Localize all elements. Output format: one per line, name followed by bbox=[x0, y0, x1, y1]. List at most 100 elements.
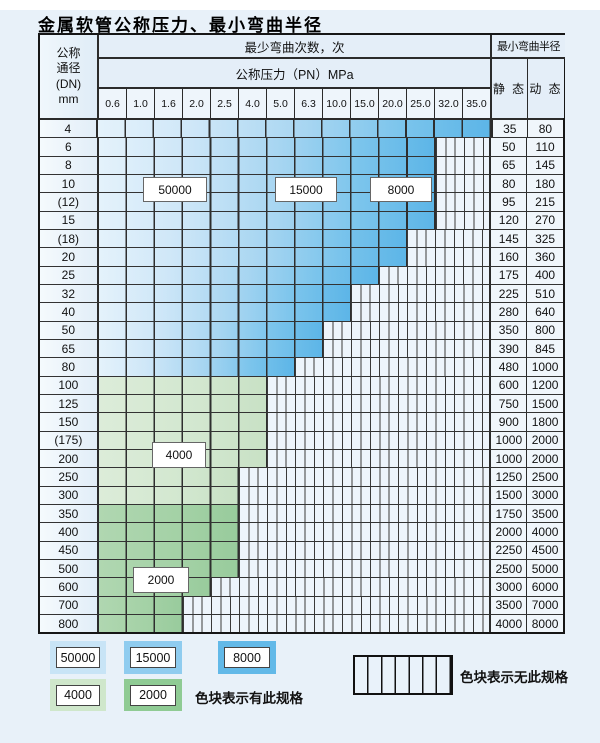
pressure-col-header: 10.0 bbox=[323, 89, 351, 118]
spec-colored-span bbox=[98, 596, 183, 614]
static-value: 280 bbox=[489, 303, 527, 321]
dn-cell: 400 bbox=[40, 523, 99, 541]
dn-cell: 350 bbox=[40, 504, 99, 523]
static-value: 1500 bbox=[489, 486, 527, 504]
dynamic-value: 360 bbox=[526, 248, 563, 266]
spec-colored-span bbox=[98, 156, 436, 174]
dynamic-value: 2000 bbox=[526, 431, 563, 449]
static-value: 50 bbox=[489, 138, 527, 156]
spec-table: 公称 通径 (DN) mm 最少弯曲次数，次 最小弯曲半径 公称压力（PN）MP… bbox=[38, 33, 565, 634]
table-row: 15 120 270 bbox=[40, 211, 563, 230]
static-value: 80 bbox=[489, 174, 527, 193]
spec-colored-span bbox=[98, 339, 324, 358]
legend-swatch-8000: 8000 bbox=[218, 641, 276, 674]
dynamic-value: 640 bbox=[526, 303, 563, 321]
spec-colored-span bbox=[98, 211, 436, 229]
no-spec-stripes bbox=[239, 523, 490, 541]
legend-swatch-2000: 2000 bbox=[124, 679, 182, 711]
static-value: 390 bbox=[489, 339, 527, 358]
dynamic-value: 1200 bbox=[526, 376, 563, 394]
dynamic-value: 3000 bbox=[526, 486, 563, 504]
no-spec-stripes bbox=[351, 303, 490, 321]
table-row: 125 750 1500 bbox=[40, 394, 563, 414]
spec-colored-span bbox=[98, 248, 408, 266]
spec-colored-span bbox=[98, 541, 240, 559]
dynamic-value: 80 bbox=[526, 120, 563, 138]
dynamic-value: 4000 bbox=[526, 523, 563, 541]
spec-colored-span bbox=[98, 266, 380, 284]
bend-span bbox=[98, 156, 490, 174]
static-value: 4000 bbox=[489, 614, 527, 633]
bend-count-label-50000: 50000 bbox=[143, 177, 207, 202]
dynamic-value: 110 bbox=[526, 138, 563, 156]
no-spec-stripes bbox=[323, 321, 490, 339]
bend-span bbox=[98, 431, 490, 449]
bend-count-label-2000: 2000 bbox=[133, 567, 189, 593]
dn-cell: 100 bbox=[40, 376, 99, 394]
bend-span bbox=[98, 486, 490, 504]
table-row: 25 175 400 bbox=[40, 266, 563, 285]
no-spec-stripes bbox=[379, 266, 490, 284]
static-value: 145 bbox=[489, 229, 527, 248]
dynamic-value: 1000 bbox=[526, 358, 563, 376]
no-spec-stripes bbox=[435, 193, 490, 211]
spec-colored-span bbox=[98, 321, 324, 339]
spec-colored-span bbox=[98, 413, 268, 431]
dn-cell: 40 bbox=[40, 303, 99, 321]
dynamic-column-header: 动 态 bbox=[527, 59, 564, 118]
dynamic-value: 2000 bbox=[526, 449, 563, 468]
dn-cell: 200 bbox=[40, 449, 99, 468]
static-value: 2500 bbox=[489, 559, 527, 578]
legend-swatch-label: 4000 bbox=[56, 684, 100, 706]
pressure-column-headers: 0.6 1.0 1.6 2.0 2.5 4.0 5.0 6.3 10.0 15.0 20.0 25.0… bbox=[99, 89, 490, 118]
dn-header-line: 通径 bbox=[56, 61, 81, 75]
static-value: 480 bbox=[489, 358, 527, 376]
table-row: 40 280 640 bbox=[40, 303, 563, 322]
bend-span bbox=[98, 358, 490, 376]
no-spec-stripes bbox=[435, 156, 490, 174]
table-row: 700 3500 7000 bbox=[40, 596, 563, 615]
dynamic-value: 215 bbox=[526, 193, 563, 211]
spec-colored-span bbox=[98, 431, 268, 449]
spec-colored-span bbox=[98, 229, 408, 248]
dn-cell: 500 bbox=[40, 559, 99, 578]
dynamic-value: 5000 bbox=[526, 559, 563, 578]
static-value: 120 bbox=[489, 211, 527, 229]
dynamic-value: 8000 bbox=[526, 614, 563, 633]
spec-colored-span bbox=[98, 358, 296, 376]
spec-colored-span bbox=[98, 394, 268, 413]
table-row: 4 35 80 bbox=[40, 120, 563, 139]
dynamic-value: 7000 bbox=[526, 596, 563, 614]
bend-span bbox=[97, 120, 491, 138]
static-value: 65 bbox=[489, 156, 527, 174]
no-spec-stripes bbox=[182, 596, 490, 614]
dn-cell: 600 bbox=[40, 578, 99, 596]
bend-span bbox=[98, 468, 490, 486]
table-row: 32 225 510 bbox=[40, 284, 563, 304]
pressure-col-header: 15.0 bbox=[351, 89, 379, 118]
spec-colored-span bbox=[98, 614, 183, 633]
pressure-col-header: 5.0 bbox=[267, 89, 295, 118]
static-value: 2250 bbox=[489, 541, 527, 559]
header-divider bbox=[40, 118, 563, 120]
dynamic-value: 325 bbox=[526, 229, 563, 248]
static-value: 160 bbox=[489, 248, 527, 266]
dynamic-value: 1500 bbox=[526, 394, 563, 413]
table-row: 8 65 145 bbox=[40, 156, 563, 175]
pressure-col-header: 4.0 bbox=[239, 89, 267, 118]
table-row: 6 50 110 bbox=[40, 138, 563, 157]
bend-count-label-8000: 8000 bbox=[370, 177, 432, 202]
dynamic-value: 800 bbox=[526, 321, 563, 339]
pressure-col-header: 2.5 bbox=[211, 89, 239, 118]
pressure-col-header: 35.0 bbox=[463, 89, 490, 118]
table-row: 100 600 1200 bbox=[40, 376, 563, 395]
no-spec-stripes bbox=[323, 339, 490, 358]
legend-swatch-label: 15000 bbox=[130, 647, 176, 668]
table-row: 300 1500 3000 bbox=[40, 486, 563, 505]
static-value: 600 bbox=[489, 376, 527, 394]
table-header: 公称 通径 (DN) mm 最少弯曲次数，次 最小弯曲半径 公称压力（PN）MP… bbox=[40, 35, 565, 120]
table-row: (175) 1000 2000 bbox=[40, 431, 563, 450]
pressure-col-header: 6.3 bbox=[295, 89, 323, 118]
table-row: 350 1750 3500 bbox=[40, 504, 563, 524]
spec-colored-span bbox=[97, 120, 491, 138]
